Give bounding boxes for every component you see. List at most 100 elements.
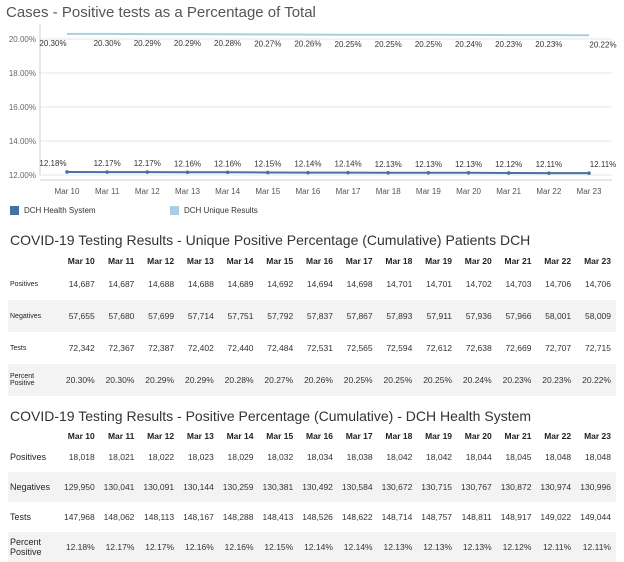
table-cell: 12.16% — [179, 532, 219, 562]
header-blank — [8, 254, 60, 268]
table-cell: 130,584 — [337, 472, 378, 502]
x-tick-label: Mar 11 — [95, 187, 120, 196]
table-cell: 14,692 — [267, 279, 294, 289]
x-tick-label: Mar 23 — [577, 187, 602, 196]
table-cell: 20.24% — [457, 364, 497, 396]
table-row: Negatives 57,655 57,680 57,699 57,714 57,751 5… — [8, 300, 616, 332]
data-label: 20.22% — [589, 40, 616, 49]
data-point — [185, 170, 190, 175]
table-cell: 20.26% — [298, 364, 338, 396]
table-cell: 14,706 — [545, 279, 572, 289]
row-label: Tests — [10, 344, 27, 352]
table-cell: 149,044 — [580, 512, 611, 522]
column-header: Mar 22 — [544, 256, 572, 266]
data-point — [426, 170, 431, 175]
x-tick-label: Mar 14 — [215, 187, 240, 196]
data-label: 12.13% — [415, 160, 442, 169]
table-cell: 130,974 — [536, 472, 577, 502]
table-cell: 148,062 — [103, 512, 135, 522]
table-cell: 130,996 — [576, 472, 616, 502]
y-tick-label: 20.00% — [9, 35, 36, 44]
table-row: Percent Positive 20.30% 20.30% 20.29% 20.29%… — [8, 364, 616, 396]
data-point — [547, 171, 551, 175]
table-cell: 130,144 — [179, 472, 219, 502]
table-row: Positives 14,687 14,687 14,688 14,688 14,689 1… — [8, 268, 616, 300]
y-tick-label: 16.00% — [9, 103, 36, 112]
table-cell: 20.28% — [218, 364, 259, 396]
table-cell: 20.30% — [99, 364, 140, 396]
table-cell: 20.25% — [417, 364, 458, 396]
table-cell: 148,757 — [421, 512, 453, 522]
table-cell: 12.14% — [298, 532, 338, 562]
x-axis-ticks: Mar 10 Mar 11 Mar 12 Mar 13 Mar 14 Mar 15 Mar … — [55, 187, 602, 196]
table-cell: 148,167 — [183, 512, 214, 522]
legend-swatch-unique-results — [170, 206, 179, 215]
legend-item-unique-results[interactable]: DCH Unique Results — [170, 206, 258, 215]
column-header: Mar 19 — [425, 431, 453, 441]
table-cell: 148,413 — [262, 512, 294, 522]
table-cell: 72,440 — [227, 343, 254, 353]
table-cell: 18,044 — [465, 452, 492, 462]
table-cell: 20.22% — [576, 364, 616, 396]
table-cell: 12.13% — [377, 532, 418, 562]
gridlines — [39, 24, 612, 181]
table-cell: 72,612 — [426, 343, 453, 353]
data-label: 12.14% — [335, 160, 362, 169]
column-header: Mar 18 — [385, 256, 413, 266]
table-cell: 20.29% — [179, 364, 219, 396]
table-cell: 20.25% — [337, 364, 378, 396]
table-cell: 72,669 — [505, 343, 532, 353]
table-cell: 14,702 — [465, 279, 492, 289]
column-header: Mar 17 — [345, 431, 373, 441]
line-chart: 20.00%18.00%16.00%14.00%12.00% Mar 10 Mar… — [9, 24, 617, 196]
data-label: 20.26% — [294, 40, 321, 49]
data-label: 12.16% — [214, 159, 241, 168]
table-cell: 14,698 — [346, 279, 373, 289]
row-label: Negatives — [8, 472, 60, 502]
row-label: Positives — [10, 280, 39, 288]
table-cell: 14,687 — [108, 279, 135, 289]
series-line — [66, 170, 589, 175]
legend-label-health-system: DCH Health System — [24, 206, 96, 215]
table-cell: 148,714 — [381, 512, 413, 522]
table1-title: COVID-19 Testing Results - Unique Positi… — [10, 232, 531, 248]
column-header: Mar 17 — [345, 256, 373, 266]
unique-results-table: Mar 10 Mar 11 Mar 12 Mar 13 Mar 14 Mar 15 Mar … — [8, 254, 616, 396]
table-cell: 130,091 — [139, 472, 180, 502]
table-cell: 130,041 — [99, 472, 140, 502]
y-tick-label: 14.00% — [9, 137, 36, 146]
table-cell: 130,872 — [496, 472, 537, 502]
data-label: 12.12% — [495, 160, 522, 169]
column-header: Mar 16 — [305, 256, 333, 266]
column-header: Mar 20 — [464, 256, 492, 266]
column-header: Mar 19 — [425, 256, 453, 266]
table-cell: 12.17% — [99, 532, 140, 562]
table-cell: 18,018 — [68, 452, 95, 462]
table-cell: 57,966 — [496, 300, 537, 332]
legend-item-health-system[interactable]: DCH Health System — [10, 206, 96, 215]
x-tick-label: Mar 17 — [336, 187, 361, 196]
data-label: 20.24% — [455, 40, 482, 49]
y-tick-label: 18.00% — [9, 69, 36, 78]
table-cell: 18,029 — [227, 452, 254, 462]
table-cell: 18,042 — [426, 452, 453, 462]
table-cell: 57,936 — [457, 300, 497, 332]
x-tick-label: Mar 22 — [536, 187, 561, 196]
table-cell: 14,703 — [505, 279, 532, 289]
header-blank — [8, 430, 60, 442]
table-cell: 148,622 — [341, 512, 373, 522]
data-label: 12.13% — [375, 160, 402, 169]
data-label: 20.28% — [214, 39, 241, 48]
column-header: Mar 23 — [584, 431, 611, 441]
table-cell: 18,045 — [505, 452, 532, 462]
table-cell: 130,672 — [377, 472, 418, 502]
table-cell: 57,867 — [337, 300, 378, 332]
data-label: 12.17% — [134, 159, 161, 168]
data-point — [145, 170, 150, 174]
series-layer: 12.18% 12.17% 12.17% 12.16% 12.16% 12.15% 12.1… — [39, 32, 617, 175]
x-tick-label: Mar 12 — [135, 187, 160, 196]
table-cell: 147,968 — [63, 512, 95, 522]
column-header: Mar 14 — [226, 431, 254, 441]
table-cell: 148,917 — [500, 512, 532, 522]
table-cell: 18,032 — [267, 452, 294, 462]
